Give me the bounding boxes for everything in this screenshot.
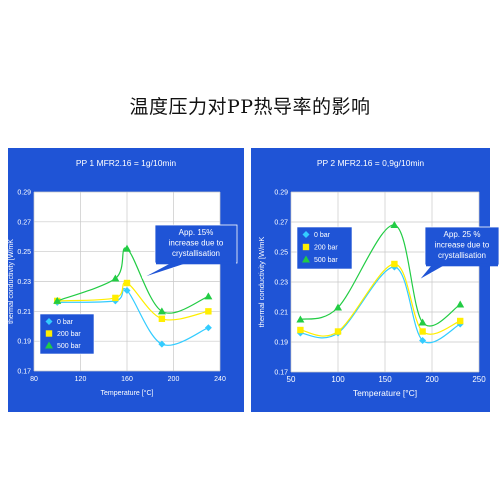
chart-title: PP 1 MFR2.16 = 1g/10min — [75, 158, 177, 168]
chart-svg-pp2: 0.17 0.19 0.21 0.23 0.25 0.27 0.29 50 100 150 200 2… — [257, 190, 500, 398]
x-tick-label: 120 — [75, 376, 87, 383]
data-point — [53, 296, 62, 304]
data-point — [204, 324, 212, 332]
annotation-box — [154, 224, 238, 264]
data-point — [158, 340, 166, 348]
x-axis-label: Temperature [°C] — [353, 388, 417, 398]
x-tick-label: 250 — [472, 375, 486, 384]
y-tick-label: 0.23 — [17, 279, 31, 286]
data-point — [204, 292, 213, 300]
x-tick-label: 80 — [30, 376, 38, 383]
data-point — [123, 244, 131, 252]
annotation-join — [426, 263, 498, 267]
chart-svg-pp1: 0.17 0.19 0.21 0.23 0.25 0.27 0.29 80 120 160 200 2… — [8, 190, 238, 397]
y-tick-label: 0.23 — [274, 280, 288, 287]
x-tick-label: 100 — [331, 375, 345, 384]
legend-marker — [45, 341, 53, 349]
x-tick-label: 240 — [214, 376, 226, 383]
y-tick-label: 0.19 — [274, 340, 288, 347]
x-tick-label: 150 — [378, 375, 392, 384]
data-point — [391, 260, 398, 268]
chart-title: PP 2 MFR2.16 = 0,9g/10min — [316, 158, 425, 168]
data-point — [390, 221, 399, 228]
y-tick-label: 0.29 — [17, 190, 31, 197]
data-point — [123, 279, 131, 287]
data-point — [456, 300, 465, 308]
data-point — [419, 337, 427, 344]
x-tick-label: 200 — [168, 376, 180, 383]
x-tick-label: 200 — [425, 375, 439, 384]
data-point — [123, 286, 131, 294]
legend-marker — [302, 243, 310, 251]
y-tick-label: 0.19 — [17, 339, 31, 346]
y-tick-label: 0.17 — [274, 370, 288, 377]
legend-label: 0 bar — [314, 232, 331, 239]
chart-panel-pp1: PP 1 MFR2.16 = 1g/10min 0.17 0.19 0.21 0.23… — [8, 148, 244, 412]
y-tick-label: 0.21 — [17, 309, 31, 316]
legend-marker — [45, 318, 53, 325]
data-point — [334, 328, 342, 335]
y-tick-label: 0.21 — [274, 310, 288, 317]
y-tick-label: 0.29 — [274, 190, 288, 197]
annotation-text: crystallisation — [172, 249, 220, 258]
annotation-join — [156, 261, 236, 265]
legend-label: 0 bar — [57, 319, 74, 326]
annotation-text: crystallisation — [438, 251, 486, 260]
x-tick-label: 50 — [287, 375, 296, 384]
y-axis-label: thermal conductivity [W/mK — [257, 237, 266, 328]
x-axis-label: Temperature [°C] — [101, 389, 154, 397]
y-tick-label: 0.25 — [17, 249, 31, 256]
annotation-text: increase due to — [435, 241, 490, 250]
annotation-text: App. 25 % — [444, 230, 481, 239]
data-point — [157, 307, 166, 315]
legend-marker — [45, 330, 53, 337]
data-point — [296, 315, 305, 323]
x-tick-label: 160 — [121, 376, 133, 383]
data-point — [158, 315, 166, 322]
legend-marker — [302, 255, 310, 263]
data-point — [457, 317, 464, 325]
annotation-text: App. 15% — [179, 228, 214, 237]
data-point — [111, 274, 120, 282]
legend-label: 500 bar — [314, 257, 338, 264]
legend-marker — [302, 231, 310, 238]
data-point — [418, 318, 427, 326]
data-point — [112, 294, 119, 302]
data-point — [205, 308, 212, 315]
y-axis-label: thermal conductivity [W/mK — [8, 239, 15, 324]
y-tick-label: 0.27 — [274, 220, 288, 227]
y-tick-label: 0.17 — [17, 369, 31, 376]
annotation-box — [424, 226, 500, 266]
legend-label: 500 bar — [57, 343, 81, 350]
legend-label: 200 bar — [314, 245, 338, 252]
y-tick-label: 0.27 — [17, 219, 31, 226]
y-tick-label: 0.25 — [274, 250, 288, 257]
data-point — [297, 326, 304, 334]
page-title: 温度压力对PP热导率的影响 — [129, 96, 371, 118]
chart-panel-pp2: PP 2 MFR2.16 = 0,9g/10min 0.17 0.19 0.21 0.… — [251, 148, 500, 412]
data-point — [419, 328, 426, 335]
annotation-text: increase due to — [169, 239, 224, 248]
data-point — [334, 303, 342, 311]
legend-label: 200 bar — [57, 331, 81, 338]
